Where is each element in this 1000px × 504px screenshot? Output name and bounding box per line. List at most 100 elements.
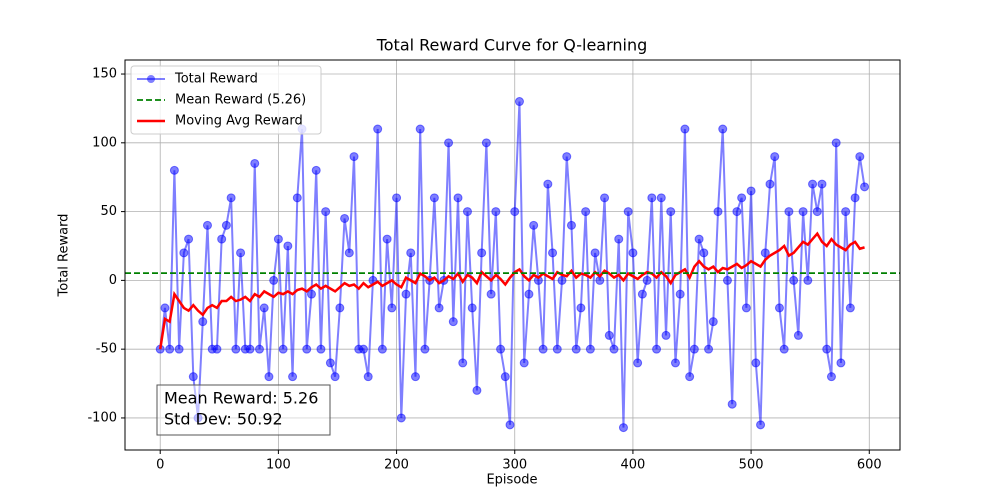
point (429, 193, 439, 203)
point (845, 303, 855, 313)
point (609, 344, 619, 354)
point (519, 358, 529, 368)
point (817, 179, 827, 189)
point (836, 358, 846, 368)
axes-frame (124, 59, 901, 451)
y-tick-label: -100 (87, 410, 117, 425)
point (387, 303, 397, 313)
point (600, 193, 610, 203)
point (188, 372, 198, 382)
point (278, 344, 288, 354)
point (481, 138, 491, 148)
point (273, 234, 283, 244)
series-line (158, 231, 865, 350)
point (543, 179, 553, 189)
point (713, 207, 723, 217)
point (741, 303, 751, 313)
stats-text: Mean Reward: 5.26 (164, 389, 318, 408)
point (174, 344, 184, 354)
point (652, 344, 662, 354)
x-axis-label: Episode (486, 473, 537, 488)
point (373, 124, 383, 134)
point (557, 275, 567, 285)
stats-box (156, 384, 331, 436)
point (699, 248, 709, 258)
point (666, 207, 676, 217)
point (623, 207, 633, 217)
point (496, 344, 506, 354)
point (184, 234, 194, 244)
point (165, 344, 175, 354)
point (245, 344, 255, 354)
point (826, 372, 836, 382)
point (458, 358, 468, 368)
point (765, 179, 775, 189)
point (860, 182, 870, 192)
legend-box (130, 65, 322, 135)
point (420, 344, 430, 354)
point (675, 289, 685, 299)
point (396, 413, 406, 423)
legend-label: Mean Reward (5.26) (175, 93, 306, 108)
point (779, 344, 789, 354)
point (822, 344, 832, 354)
point (514, 97, 524, 107)
point (774, 303, 784, 313)
point (316, 344, 326, 354)
point (254, 344, 264, 354)
point (302, 344, 312, 354)
point (415, 124, 425, 134)
point (604, 330, 614, 340)
point (746, 186, 756, 196)
point (340, 213, 350, 223)
point (505, 420, 515, 430)
point (406, 248, 416, 258)
point (221, 220, 231, 230)
point (680, 124, 690, 134)
point (335, 303, 345, 313)
point (392, 193, 402, 203)
point (160, 303, 170, 313)
point (642, 275, 652, 285)
point (637, 289, 647, 299)
point (689, 344, 699, 354)
point (434, 303, 444, 313)
point (311, 165, 321, 175)
point (529, 220, 539, 230)
point (618, 423, 628, 433)
point (401, 289, 411, 299)
point (548, 248, 558, 258)
point (581, 207, 591, 217)
point (793, 330, 803, 340)
x-tick-label: 200 (384, 458, 409, 473)
point (330, 372, 340, 382)
point (552, 344, 562, 354)
point (467, 303, 477, 313)
point (756, 420, 766, 430)
point (694, 234, 704, 244)
point (727, 399, 737, 409)
point (647, 193, 657, 203)
point (633, 358, 643, 368)
point (524, 289, 534, 299)
point (377, 344, 387, 354)
legend-swatch (147, 75, 155, 83)
point (661, 330, 671, 340)
point (784, 207, 794, 217)
point (590, 248, 600, 258)
point (250, 158, 260, 168)
legend: Total Reward Mean Reward (5.26) Moving Avg… (130, 65, 322, 135)
point (722, 275, 732, 285)
point (344, 248, 354, 258)
point (855, 152, 865, 162)
point (798, 207, 808, 217)
point (831, 138, 841, 148)
point (444, 138, 454, 148)
point (349, 152, 359, 162)
point (850, 193, 860, 203)
point (283, 241, 293, 251)
point (226, 193, 236, 203)
y-tick-label: 150 (92, 67, 117, 82)
y-tick-label: -50 (96, 342, 117, 357)
